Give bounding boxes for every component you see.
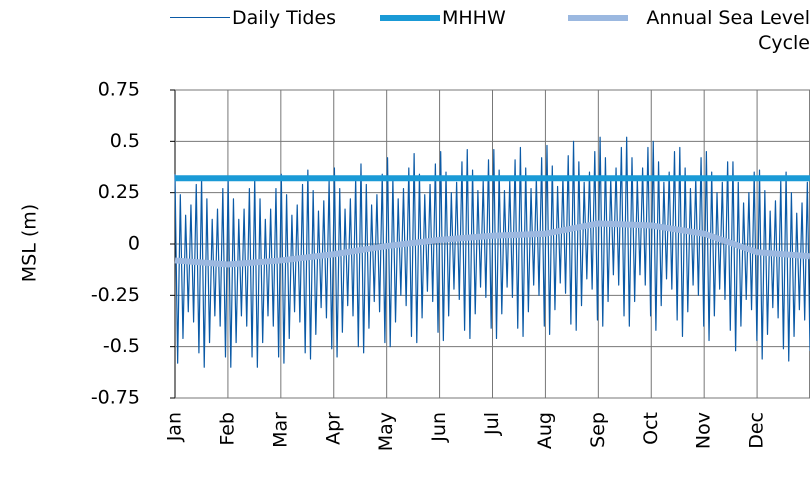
- y-tick-label: -0.75: [91, 387, 140, 409]
- x-tick-label: Oct: [640, 412, 662, 445]
- y-tick-label: -0.25: [91, 284, 140, 306]
- x-tick-label: Dec: [746, 412, 768, 449]
- x-tick-label: Jun: [428, 412, 450, 443]
- legend-item: Daily Tides: [170, 6, 336, 31]
- x-tick-label: Jan: [164, 412, 186, 442]
- y-tick-label: -0.5: [103, 335, 140, 357]
- legend-label: MHHW: [442, 7, 506, 29]
- x-tick-label: Sep: [587, 412, 609, 448]
- series-line: [174, 136, 810, 368]
- x-tick-label: Aug: [534, 412, 556, 449]
- legend-item: Annual Sea Level Cycle: [568, 6, 810, 56]
- x-tick-label: Apr: [322, 412, 344, 445]
- x-tick-label: Nov: [693, 412, 715, 449]
- legend-label: Annual Sea Level Cycle: [646, 7, 810, 54]
- x-tick-label: Jul: [481, 412, 503, 436]
- y-axis-label: MSL (m): [19, 204, 41, 282]
- y-tick-label: 0.25: [98, 181, 140, 203]
- series-line: [174, 220, 810, 268]
- y-tick-label: 0.75: [98, 79, 140, 101]
- legend-swatch: [170, 17, 230, 18]
- y-tick-label: 0.5: [110, 130, 140, 152]
- y-tick-label: 0: [128, 233, 140, 255]
- legend-swatch: [380, 15, 440, 21]
- legend-label: Daily Tides: [232, 7, 337, 29]
- x-tick-label: Mar: [269, 412, 291, 448]
- legend-swatch: [568, 15, 628, 21]
- legend-item: MHHW: [380, 6, 506, 31]
- x-tick-label: May: [375, 412, 397, 451]
- x-tick-label: Feb: [216, 412, 238, 446]
